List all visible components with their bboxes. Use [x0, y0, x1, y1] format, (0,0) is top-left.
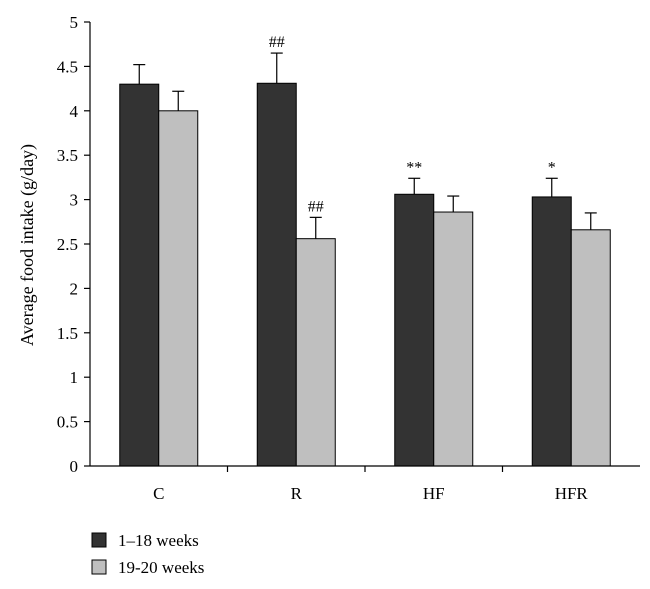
x-tick-label-hfr: HFR	[555, 484, 589, 503]
bar-c-series-1	[119, 83, 160, 467]
y-tick-label: 1	[70, 368, 79, 387]
y-tick-label: 1.5	[57, 324, 78, 343]
y-tick-label: 3	[70, 191, 79, 210]
legend-swatch-1	[91, 532, 107, 548]
y-axis-label: Average food intake (g/day)	[17, 144, 38, 346]
bar-hf-series-2	[433, 211, 474, 467]
x-tick-label-c: C	[153, 484, 164, 503]
y-tick-label: 3.5	[57, 146, 78, 165]
bar-hf-series-1	[394, 193, 435, 467]
y-tick-label: 5	[70, 13, 79, 32]
x-tick-label-hf: HF	[423, 484, 445, 503]
annotations-group: ####** *	[269, 34, 556, 215]
x-axis-ticks: C R HF HFR	[153, 466, 588, 503]
significance-marker: **	[406, 159, 422, 176]
y-tick-label: 2	[70, 279, 79, 298]
y-tick-label: 4	[70, 102, 79, 121]
bars-group	[119, 52, 611, 467]
y-tick-label: 0	[70, 457, 79, 476]
bar-c-series-2	[158, 110, 199, 467]
legend: 1–18 weeks 19-20 weeks	[91, 531, 204, 577]
bar-r-series-2	[295, 238, 336, 467]
bar-hfr-series-2	[570, 229, 611, 467]
bar-r-series-1	[256, 82, 297, 467]
legend-label-2: 19-20 weeks	[118, 558, 204, 577]
significance-marker: ##	[269, 34, 285, 51]
legend-swatch-2	[91, 559, 107, 575]
y-tick-label: 2.5	[57, 235, 78, 254]
significance-marker: *	[548, 159, 556, 176]
x-tick-label-r: R	[291, 484, 303, 503]
legend-label-1: 1–18 weeks	[118, 531, 199, 550]
y-tick-label: 4.5	[57, 57, 78, 76]
y-axis-ticks: 0 0.5 1 1.5 2 2.5 3 3.5 4 4.5 5	[57, 13, 90, 476]
significance-marker: ##	[308, 198, 324, 215]
bar-hfr-series-1	[531, 196, 572, 467]
y-tick-label: 0.5	[57, 413, 78, 432]
